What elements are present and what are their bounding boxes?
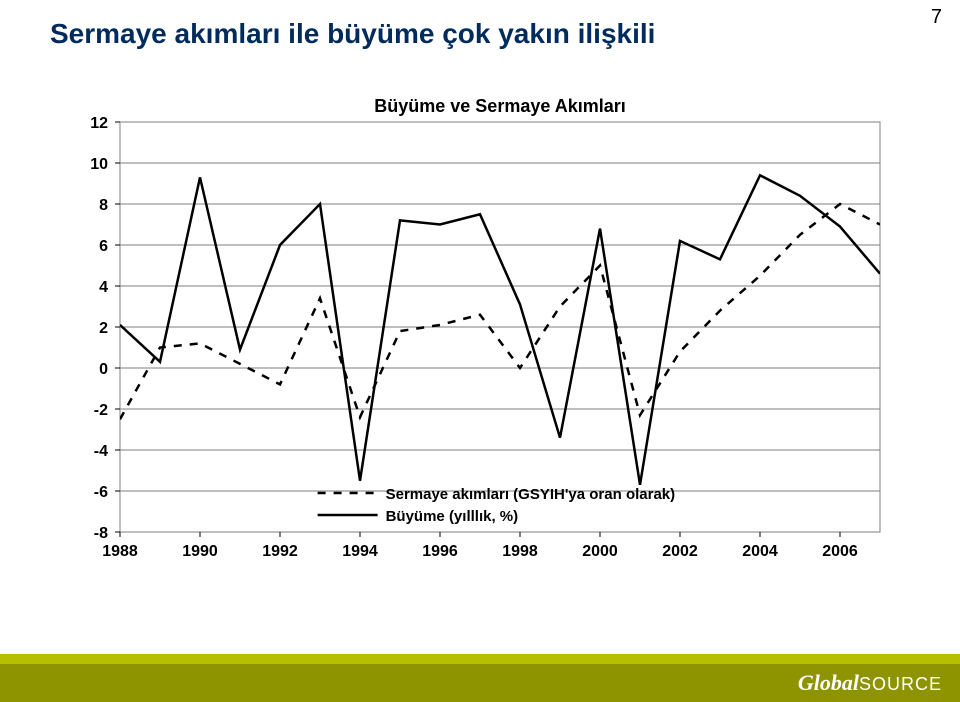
brand-logo: GlobalSOURCE (798, 670, 942, 696)
x-tick-label: 2002 (662, 543, 698, 560)
page-number: 7 (931, 6, 942, 29)
legend-label: Büyüme (yılllık, %) (386, 508, 519, 525)
x-tick-label: 2000 (582, 543, 618, 560)
x-tick-label: 1994 (342, 543, 378, 560)
y-tick-label: 0 (99, 361, 108, 378)
brand-source: SOURCE (859, 674, 942, 694)
y-tick-label: 4 (99, 279, 108, 296)
x-tick-label: 1996 (422, 543, 458, 560)
y-tick-label: -4 (94, 443, 108, 460)
chart-svg: -8 -6 -4 -2 0 2 4 6 8 10 12 1988 1990 1992 1994 1996 199… (60, 92, 900, 592)
y-tick-label: 6 (99, 238, 108, 255)
x-tick-label: 1990 (182, 543, 218, 560)
chart: -8 -6 -4 -2 0 2 4 6 8 10 12 1988 1990 1992 1994 1996 199… (60, 92, 900, 592)
page-title: Sermaye akımları ile büyüme çok yakın il… (50, 18, 655, 50)
brand-global: Global (798, 670, 859, 695)
y-tick-label: 12 (90, 115, 108, 132)
footer-band (0, 654, 960, 664)
y-tick-label: 2 (99, 320, 108, 337)
y-tick-label: 8 (99, 197, 108, 214)
legend-label: Sermaye akımları (GSYIH'ya oran olarak) (386, 486, 676, 503)
x-tick-label: 2004 (742, 543, 778, 560)
x-tick-label: 1998 (502, 543, 538, 560)
x-tick-label: 2006 (822, 543, 858, 560)
y-tick-label: -6 (94, 484, 108, 501)
y-tick-label: 10 (90, 156, 108, 173)
y-tick-label: -2 (94, 402, 108, 419)
chart-subtitle: Büyüme ve Sermaye Akımları (374, 96, 625, 116)
x-tick-label: 1992 (262, 543, 298, 560)
y-tick-label: -8 (94, 525, 108, 542)
x-tick-label: 1988 (102, 543, 138, 560)
footer: GlobalSOURCE (0, 648, 960, 702)
